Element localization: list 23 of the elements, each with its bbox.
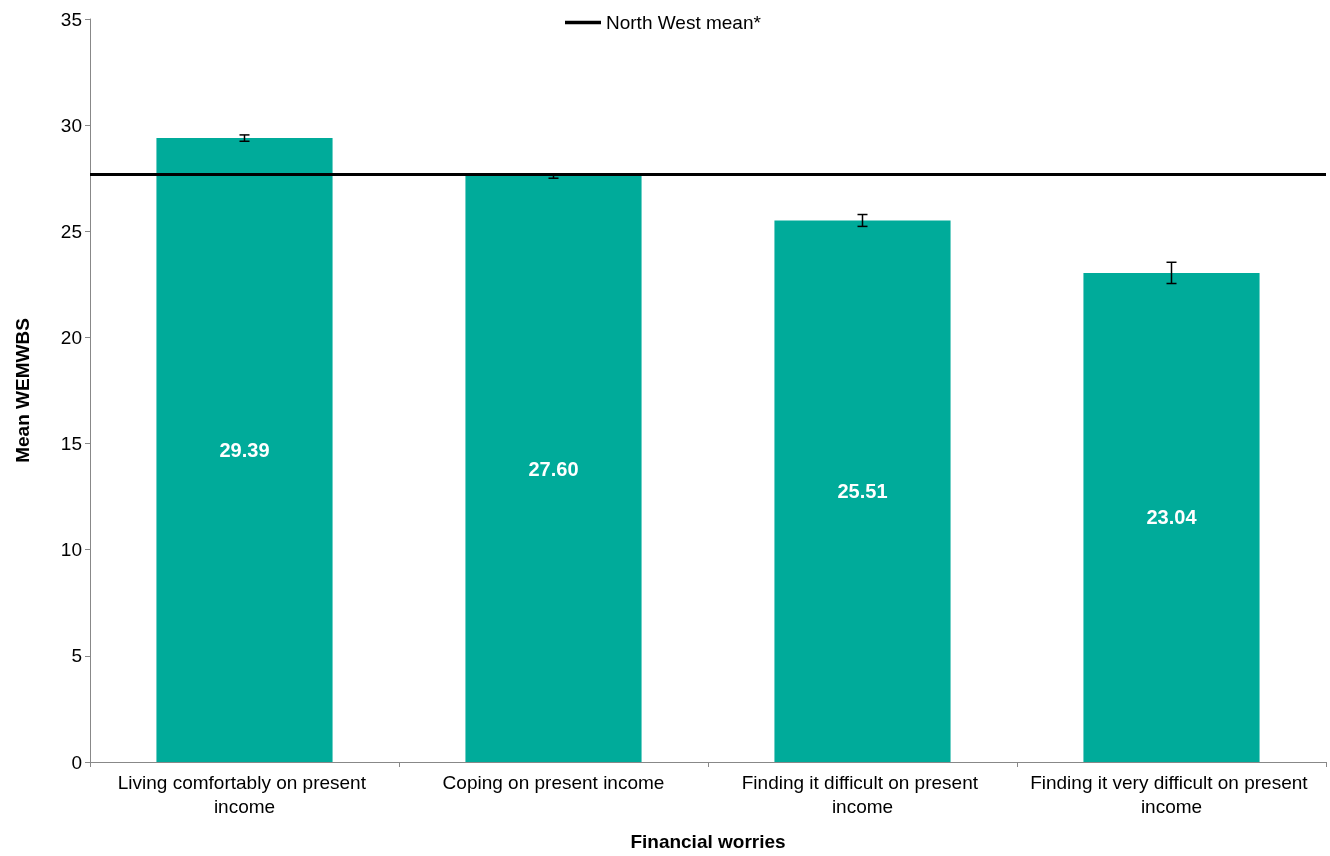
y-axis-title: Mean WEMWBS (12, 318, 33, 463)
y-tick-label: 5 (71, 645, 82, 667)
bar (774, 220, 951, 762)
bar (465, 176, 642, 762)
data-label: 23.04 (1146, 506, 1198, 529)
legend-label: North West mean* (606, 12, 762, 33)
bar (1083, 272, 1260, 762)
data-label: 29.39 (219, 439, 270, 462)
x-tick-label: Living comfortably on present income (117, 771, 372, 817)
data-label: 27.60 (528, 458, 579, 481)
x-tick-label: Coping on present income (442, 771, 665, 793)
y-tick-label: 25 (60, 220, 82, 242)
x-tick-label: Finding it very difficult on present income (1030, 771, 1313, 817)
bar (156, 138, 333, 762)
y-tick-label: 20 (60, 326, 82, 348)
y-tick-label: 35 (60, 8, 82, 30)
data-label: 25.51 (837, 480, 888, 503)
y-tick-label: 0 (71, 751, 82, 773)
y-tick-label: 10 (60, 539, 82, 561)
y-tick-label: 15 (60, 433, 82, 455)
x-axis-title: Financial worries (630, 831, 786, 852)
x-tick-label: Finding it difficult on present income (741, 771, 984, 817)
y-tick-label: 30 (60, 114, 82, 136)
